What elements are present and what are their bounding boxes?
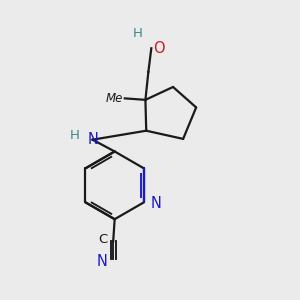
Text: N: N: [87, 132, 98, 147]
Text: O: O: [153, 41, 164, 56]
Text: Me: Me: [106, 92, 123, 105]
Text: N: N: [97, 254, 108, 269]
Text: H: H: [70, 129, 79, 142]
Text: H: H: [133, 27, 142, 40]
Text: C: C: [99, 233, 108, 246]
Text: N: N: [151, 196, 161, 211]
